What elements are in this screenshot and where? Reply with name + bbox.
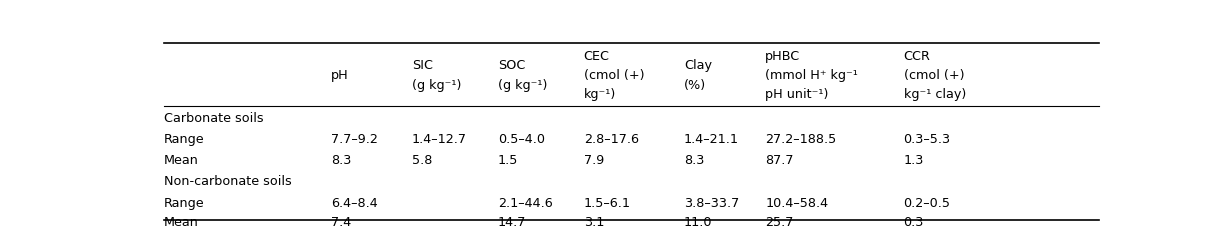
Text: 2.8–17.6: 2.8–17.6	[584, 132, 638, 145]
Text: 14.7: 14.7	[498, 215, 526, 228]
Text: CCR: CCR	[903, 50, 930, 62]
Text: Range: Range	[164, 132, 205, 145]
Text: Clay: Clay	[684, 59, 712, 72]
Text: 2.1–44.6: 2.1–44.6	[498, 196, 552, 209]
Text: 7.9: 7.9	[584, 154, 604, 166]
Text: 11.0: 11.0	[684, 215, 712, 228]
Text: pHBC: pHBC	[765, 50, 801, 62]
Text: 8.3: 8.3	[684, 154, 705, 166]
Text: (g kg⁻¹): (g kg⁻¹)	[411, 78, 461, 91]
Text: 87.7: 87.7	[765, 154, 793, 166]
Text: 5.8: 5.8	[411, 154, 432, 166]
Text: Mean: Mean	[164, 154, 198, 166]
Text: 1.5–6.1: 1.5–6.1	[584, 196, 631, 209]
Text: kg⁻¹ clay): kg⁻¹ clay)	[903, 88, 966, 101]
Text: (mmol H⁺ kg⁻¹: (mmol H⁺ kg⁻¹	[765, 69, 857, 82]
Text: 1.4–21.1: 1.4–21.1	[684, 132, 739, 145]
Text: 7.4: 7.4	[330, 215, 351, 228]
Text: SIC: SIC	[411, 59, 432, 72]
Text: kg⁻¹): kg⁻¹)	[584, 88, 616, 101]
Text: 8.3: 8.3	[330, 154, 351, 166]
Text: (cmol (+): (cmol (+)	[584, 69, 644, 82]
Text: Mean: Mean	[164, 215, 198, 228]
Text: 1.5: 1.5	[498, 154, 519, 166]
Text: 0.2–0.5: 0.2–0.5	[903, 196, 951, 209]
Text: CEC: CEC	[584, 50, 610, 62]
Text: (g kg⁻¹): (g kg⁻¹)	[498, 78, 547, 91]
Text: 27.2–188.5: 27.2–188.5	[765, 132, 837, 145]
Text: 0.3–5.3: 0.3–5.3	[903, 132, 951, 145]
Text: 1.3: 1.3	[903, 154, 924, 166]
Text: 7.7–9.2: 7.7–9.2	[330, 132, 377, 145]
Text: SOC: SOC	[498, 59, 525, 72]
Text: pH unit⁻¹): pH unit⁻¹)	[765, 88, 828, 101]
Text: 6.4–8.4: 6.4–8.4	[330, 196, 377, 209]
Text: (cmol (+): (cmol (+)	[903, 69, 963, 82]
Text: Range: Range	[164, 196, 205, 209]
Text: 3.1: 3.1	[584, 215, 604, 228]
Text: 10.4–58.4: 10.4–58.4	[765, 196, 828, 209]
Text: (%): (%)	[684, 78, 706, 91]
Text: pH: pH	[330, 69, 349, 82]
Text: Carbonate soils: Carbonate soils	[164, 111, 264, 124]
Text: 0.5–4.0: 0.5–4.0	[498, 132, 545, 145]
Text: 25.7: 25.7	[765, 215, 793, 228]
Text: Non-carbonate soils: Non-carbonate soils	[164, 175, 291, 188]
Text: 3.8–33.7: 3.8–33.7	[684, 196, 739, 209]
Text: 0.3: 0.3	[903, 215, 924, 228]
Text: 1.4–12.7: 1.4–12.7	[411, 132, 467, 145]
